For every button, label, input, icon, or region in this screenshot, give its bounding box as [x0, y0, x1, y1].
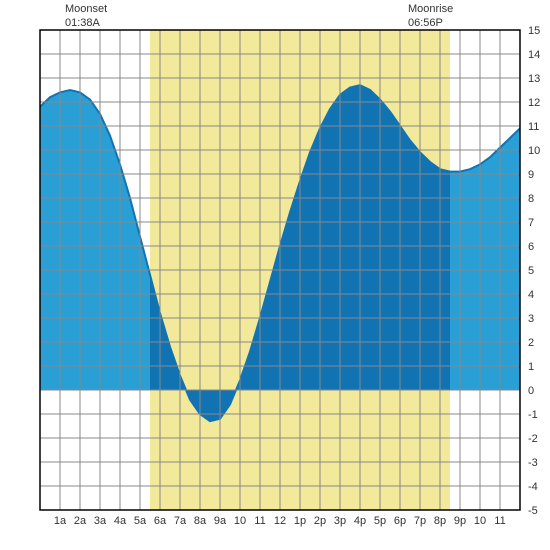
svg-text:3a: 3a — [94, 515, 107, 527]
svg-text:4: 4 — [528, 289, 534, 301]
svg-text:2p: 2p — [314, 515, 326, 527]
svg-text:6: 6 — [528, 241, 534, 253]
moonset-label: Moonset 01:38A — [65, 2, 107, 31]
svg-text:12: 12 — [274, 515, 286, 527]
svg-text:6p: 6p — [394, 515, 406, 527]
svg-text:-3: -3 — [528, 457, 538, 469]
moonset-time: 01:38A — [65, 16, 107, 30]
svg-text:3: 3 — [528, 313, 534, 325]
svg-text:10: 10 — [474, 515, 486, 527]
svg-text:7: 7 — [528, 217, 534, 229]
chart-svg: 1a2a3a4a5a6a7a8a9a1011121p2p3p4p5p6p7p8p… — [0, 0, 550, 550]
svg-text:3p: 3p — [334, 515, 346, 527]
svg-text:6a: 6a — [154, 515, 167, 527]
svg-text:8a: 8a — [194, 515, 207, 527]
svg-text:7a: 7a — [174, 515, 187, 527]
svg-text:8p: 8p — [434, 515, 446, 527]
moonrise-label: Moonrise 06:56P — [408, 2, 453, 31]
svg-text:0: 0 — [528, 385, 534, 397]
svg-text:2: 2 — [528, 337, 534, 349]
svg-text:9: 9 — [528, 169, 534, 181]
svg-text:1a: 1a — [54, 515, 67, 527]
svg-text:1p: 1p — [294, 515, 306, 527]
moonrise-title: Moonrise — [408, 2, 453, 16]
tide-chart: Moonset 01:38A Moonrise 06:56P 1a 2a 3a 4a 5… — [0, 0, 550, 550]
svg-text:12: 12 — [528, 97, 540, 109]
svg-text:13: 13 — [528, 73, 540, 85]
moonset-title: Moonset — [65, 2, 107, 16]
svg-text:5a: 5a — [134, 515, 147, 527]
svg-text:11: 11 — [254, 515, 265, 527]
svg-text:10: 10 — [234, 515, 246, 527]
svg-text:5: 5 — [528, 265, 534, 277]
svg-text:5p: 5p — [374, 515, 386, 527]
moonrise-time: 06:56P — [408, 16, 453, 30]
svg-text:4p: 4p — [354, 515, 366, 527]
svg-text:-1: -1 — [528, 409, 538, 421]
svg-text:-2: -2 — [528, 433, 538, 445]
svg-text:4a: 4a — [114, 515, 127, 527]
svg-text:9p: 9p — [454, 515, 466, 527]
svg-text:-4: -4 — [528, 481, 538, 493]
svg-text:1: 1 — [528, 361, 534, 373]
svg-text:2a: 2a — [74, 515, 87, 527]
svg-text:7p: 7p — [414, 515, 426, 527]
svg-text:14: 14 — [528, 49, 540, 61]
svg-text:11: 11 — [528, 121, 539, 133]
svg-text:15: 15 — [528, 25, 540, 37]
svg-text:8: 8 — [528, 193, 534, 205]
svg-text:11: 11 — [494, 515, 505, 527]
svg-text:10: 10 — [528, 145, 540, 157]
svg-text:9a: 9a — [214, 515, 227, 527]
svg-text:-5: -5 — [528, 505, 538, 517]
